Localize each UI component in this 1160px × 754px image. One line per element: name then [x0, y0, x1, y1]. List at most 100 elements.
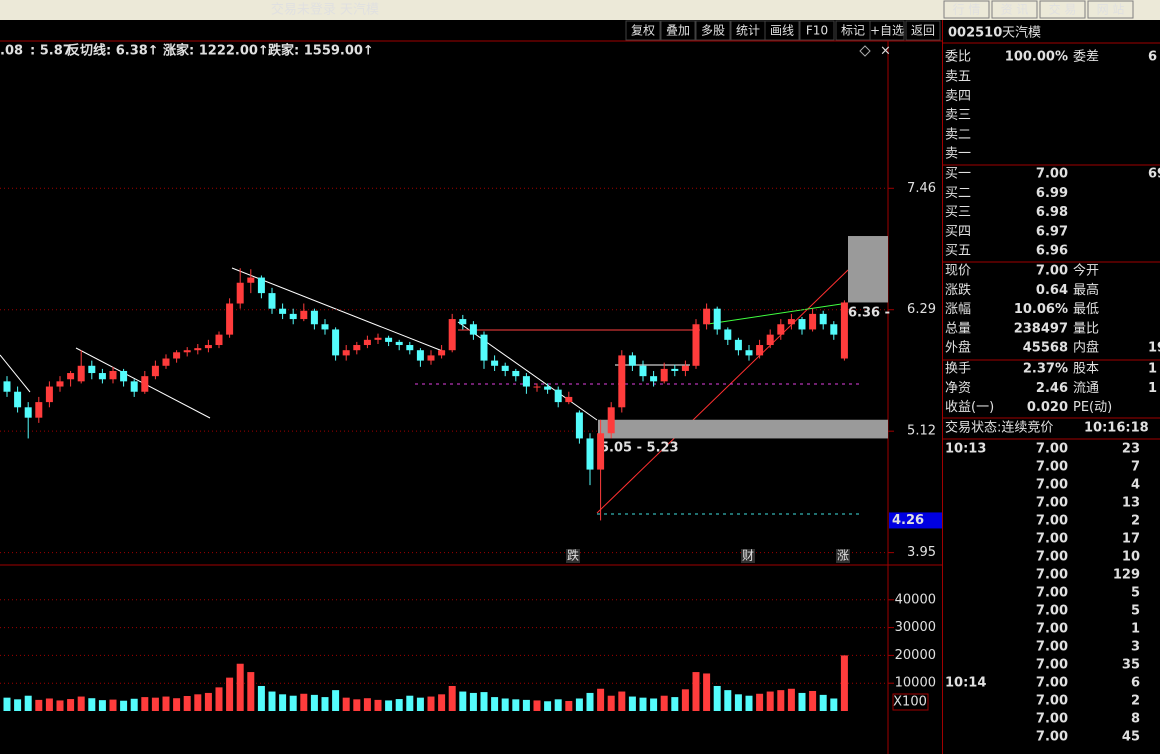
candle-body — [522, 376, 530, 387]
field-value: 10.06% — [1014, 302, 1068, 317]
volume-bar — [554, 699, 562, 711]
close-icon[interactable]: × — [880, 44, 891, 59]
candle-body — [416, 350, 424, 361]
candle-body — [226, 303, 234, 335]
trend-line — [0, 354, 31, 393]
candle-body — [183, 350, 191, 353]
indicator-value: .08 — [0, 44, 23, 59]
volume-bar — [745, 695, 753, 711]
volume-bar — [109, 699, 117, 711]
candle-body — [374, 337, 382, 340]
candle-body — [565, 396, 573, 403]
buy-level: 买三 — [945, 205, 971, 220]
trade-volume: 129 — [1113, 568, 1140, 583]
volume-bar — [342, 697, 350, 711]
candle-body — [628, 355, 636, 366]
top-button[interactable] — [991, 0, 1038, 19]
trend-line — [231, 267, 446, 353]
volume-bar — [183, 695, 191, 711]
toolbar-button[interactable] — [869, 20, 905, 41]
trade-volume: 4 — [1131, 478, 1140, 493]
candle-body — [130, 381, 138, 392]
field-label: PE(动) — [1073, 400, 1112, 415]
candle-body — [830, 324, 838, 335]
candle-body — [353, 345, 361, 351]
y-tick-label: 5.12 — [907, 424, 936, 439]
top-button[interactable] — [1039, 0, 1086, 19]
volume-bar — [628, 696, 636, 711]
top-button[interactable] — [943, 0, 990, 19]
toolbar-button[interactable] — [764, 20, 800, 41]
sell-level: 卖二 — [945, 127, 971, 142]
trade-price: 7.00 — [1036, 532, 1068, 547]
price-marker-label: 4.26 — [892, 513, 924, 528]
volume-bar — [427, 696, 435, 711]
buy-level: 买二 — [945, 186, 971, 201]
toolbar-button[interactable] — [695, 20, 731, 41]
field-value: 100.00% — [1005, 50, 1068, 65]
field-label: 今开 — [1073, 263, 1099, 279]
trade-price: 7.00 — [1036, 568, 1068, 583]
volume-bar — [787, 688, 795, 711]
price-marker-box — [889, 512, 942, 529]
candle-body — [35, 402, 43, 418]
y-tick-label: 7.46 — [907, 181, 936, 196]
candle-body — [67, 373, 75, 380]
trade-price: 7.00 — [1036, 676, 1068, 691]
volume-bar — [3, 697, 11, 711]
volume-bar — [840, 655, 848, 711]
field-label: 委差 — [1073, 50, 1099, 65]
candle-body — [342, 350, 350, 356]
volume-bar — [798, 692, 806, 711]
volume-bar — [522, 699, 530, 711]
volume-bar — [438, 694, 446, 711]
diamond-icon[interactable] — [859, 45, 871, 57]
candle-body — [480, 334, 488, 361]
candle-body — [109, 370, 117, 380]
trade-volume: 35 — [1122, 658, 1140, 673]
candle-body — [491, 360, 499, 366]
trade-volume: 45 — [1122, 730, 1140, 745]
candle-body — [787, 319, 795, 325]
candle-body — [236, 282, 244, 304]
volume-bar — [14, 699, 22, 711]
top-button-label: 资 讯 — [1001, 3, 1029, 17]
candle-body — [756, 345, 764, 356]
field-label: 涨幅 — [945, 302, 971, 317]
volume-bar — [173, 698, 181, 711]
candle-body — [469, 324, 477, 335]
event-marker-box — [566, 549, 580, 563]
volume-unit: X100 — [893, 695, 927, 710]
volume-bar — [236, 663, 244, 711]
candle-body — [512, 370, 520, 377]
trade-volume: 5 — [1131, 604, 1140, 619]
gap-zone — [598, 419, 888, 439]
top-button[interactable] — [1087, 0, 1134, 19]
candle-body — [745, 350, 753, 356]
candle-body — [650, 376, 658, 382]
volume-bar — [204, 692, 212, 711]
field-label: 换手 — [945, 362, 971, 377]
volume-bar — [692, 672, 700, 711]
field-value: 2.37% — [1023, 362, 1068, 377]
gap-label: 6.36 - — [848, 306, 890, 321]
toolbar-button[interactable] — [799, 20, 835, 41]
volume-tick-label: 10000 — [895, 676, 936, 691]
volume-bar — [703, 673, 711, 711]
indicator-value: : 5.87 — [30, 44, 72, 59]
candle-body — [194, 348, 202, 351]
toolbar-button-label: 多股 — [701, 24, 725, 38]
buy-volume: 69 — [1148, 167, 1160, 182]
candle-body — [98, 373, 106, 380]
toolbar-button[interactable] — [905, 20, 941, 41]
candle-body — [406, 345, 414, 351]
candle-body — [660, 368, 668, 382]
trade-volume: 2 — [1131, 514, 1140, 529]
toolbar-button[interactable] — [625, 20, 661, 41]
candle-body — [766, 334, 774, 346]
toolbar-button[interactable] — [660, 20, 696, 41]
sell-level: 卖三 — [945, 108, 971, 123]
volume-bar — [67, 699, 75, 711]
volume-bar — [268, 691, 276, 711]
